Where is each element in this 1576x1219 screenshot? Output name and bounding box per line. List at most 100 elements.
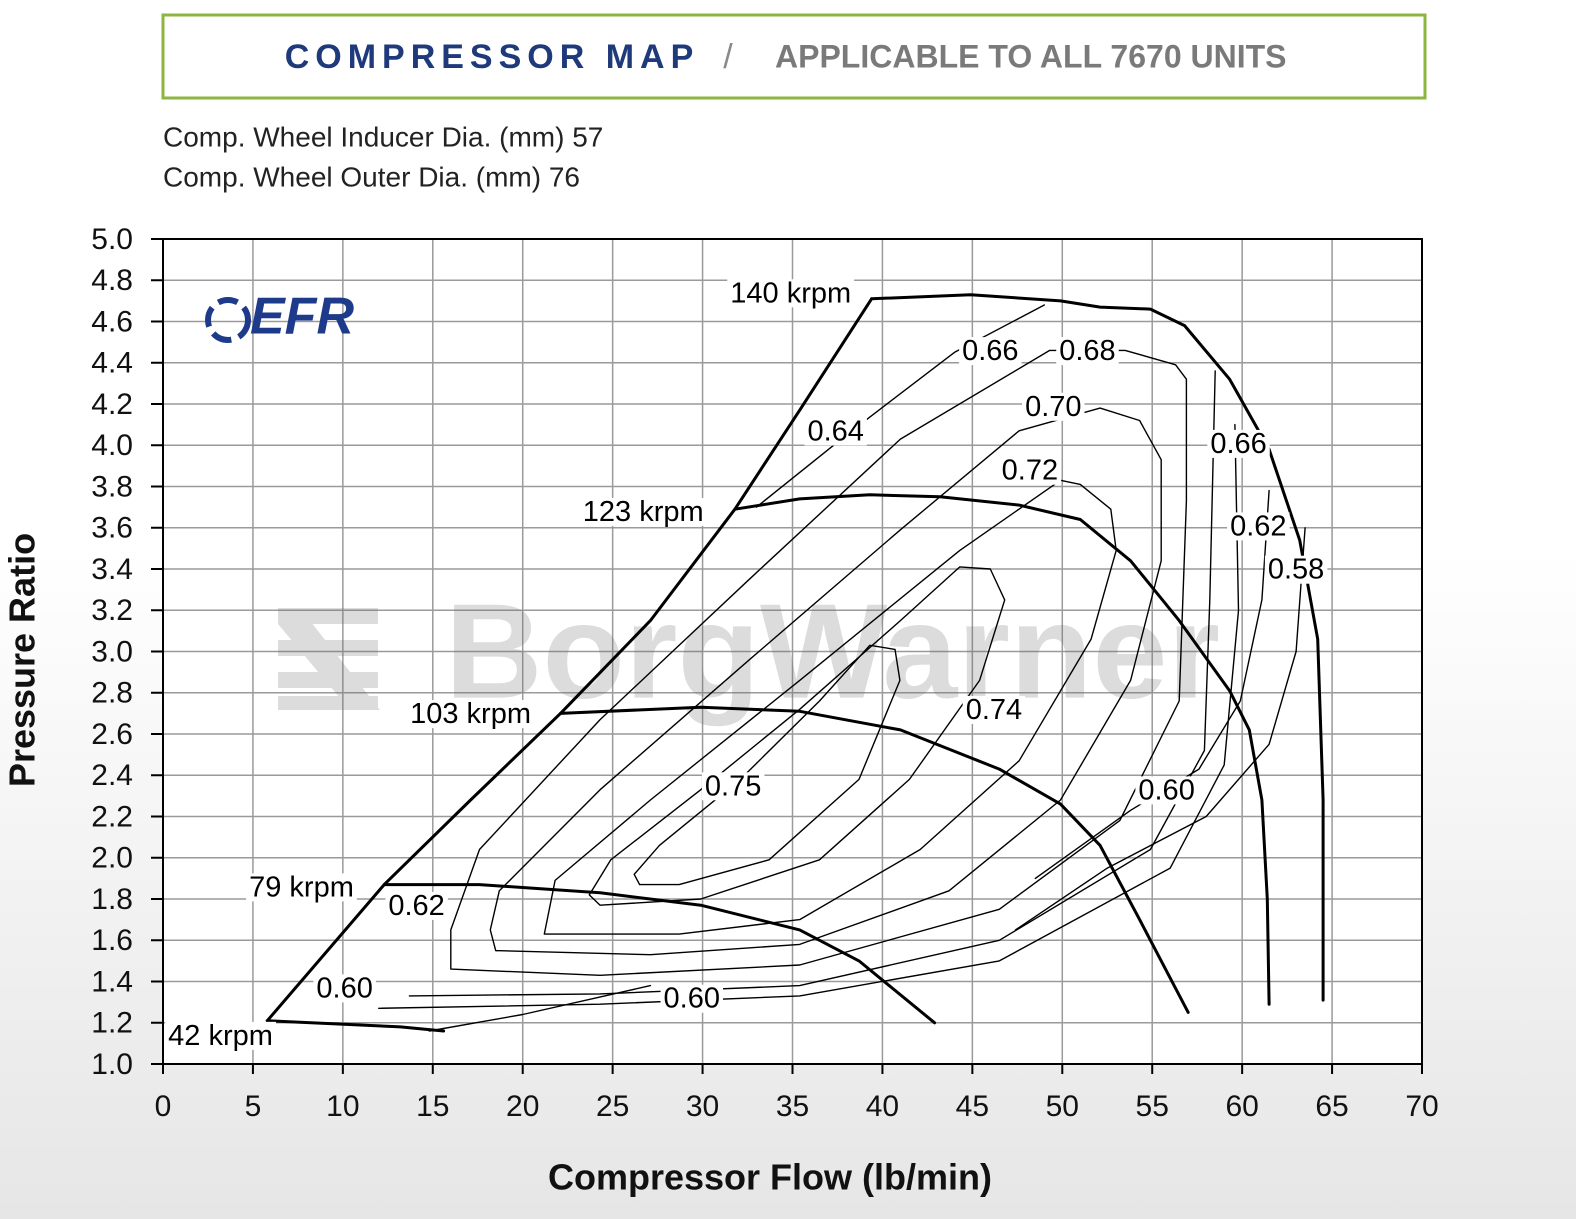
x-tick-label: 30 [686,1090,719,1123]
annotation-label: 0.68 [1059,335,1115,367]
annotation: 0.66 [959,335,1022,367]
map-line [870,293,1325,1002]
annotation-label: 123 krpm [583,496,704,528]
annotation-label: 0.74 [966,694,1022,726]
y-tick-label: 2.8 [91,677,133,710]
annotation-background [804,417,867,446]
map-line [408,304,1216,997]
annotation-label: 0.64 [807,416,863,448]
x-tick-label: 40 [866,1090,899,1123]
x-tick-label: 45 [956,1090,989,1123]
map-line [378,423,1240,1009]
y-tick-label: 1.0 [91,1048,133,1081]
x-tick-label: 20 [506,1090,539,1123]
watermark: BorgWarner [445,576,1220,727]
annotation-background [660,984,724,1013]
annotation-background [165,1021,276,1050]
annotation: 0.68 [1056,335,1119,367]
x-tick-label: 5 [245,1090,262,1123]
logo-swirl [205,297,251,343]
y-tick-label: 2.0 [91,842,133,875]
annotation: 0.60 [660,983,724,1015]
map-line [265,1019,446,1033]
annotation-background [407,700,535,729]
annotation-label: 0.72 [1002,455,1058,487]
map-line [733,493,1271,1006]
x-tick-label: 25 [596,1090,629,1123]
y-tick-label: 4.4 [91,347,133,380]
efr-logo: EFR [205,288,354,346]
annotation: 0.74 [962,694,1026,726]
annotation: 0.62 [385,890,448,922]
y-tick-label: 4.6 [91,305,133,338]
annotation: 140 krpm [727,277,855,309]
logo-text: EFR [250,288,354,346]
annotation-label: 0.66 [1210,428,1266,460]
annotation-label: 0.62 [1230,510,1286,542]
annotation: 42 krpm [165,1020,276,1052]
lines [265,293,1325,1033]
y-tick-label: 1.2 [91,1007,133,1040]
header-subtitle: APPLICABLE TO ALL 7670 UNITS [775,38,1287,74]
annotation: 0.58 [1264,554,1328,586]
x-tick-label: 70 [1405,1090,1438,1123]
annotation: 123 krpm [579,496,707,528]
annotation: 0.70 [1022,391,1085,423]
annotation-label: 0.70 [1025,391,1081,423]
annotation-background [1227,512,1290,541]
map-line [489,407,1162,956]
annotation-label: 0.60 [316,972,372,1004]
map-line [543,479,1117,935]
annotation-label: 0.62 [388,890,444,922]
annotation-background [385,891,448,920]
map-line [428,984,652,1032]
annotation-label: 0.60 [1138,774,1194,806]
y-tick-label: 2.4 [91,759,133,792]
watermark-group: BorgWarner [278,576,1220,727]
y-tick-label: 3.2 [91,594,133,627]
annotation-label: 140 krpm [730,277,851,309]
y-tick-label: 2.6 [91,718,133,751]
annotation-background [962,695,1026,724]
x-axis-title: Compressor Flow (lb/min) [548,1157,992,1198]
y-tick-label: 2.2 [91,800,133,833]
x-tick-label: 15 [416,1090,449,1123]
x-tick-label: 0 [155,1090,172,1123]
x-tick-label: 10 [326,1090,359,1123]
annotation: 0.62 [1227,510,1290,542]
x-tick-label: 60 [1225,1090,1258,1123]
annotation-label: 42 krpm [168,1020,273,1052]
annotation-background [1135,776,1198,805]
map-line [450,349,1188,976]
header-box [161,13,1427,100]
annotation: 79 krpm [246,871,357,903]
map-line [559,705,1190,1014]
map-line [1295,527,1306,653]
map-line [265,297,874,1023]
annotation: 0.60 [1135,774,1198,806]
annotation-background [998,456,1062,485]
annotation-background [1056,337,1119,366]
map-line [1034,489,1270,880]
x-tick-label: 50 [1046,1090,1079,1123]
annotation: 0.60 [313,972,376,1004]
map-line [633,644,901,886]
y-tick-label: 3.4 [91,553,133,586]
annotation: 0.75 [701,770,765,802]
annotation-label: 103 krpm [410,698,531,730]
map-line [1014,650,1297,931]
y-tick-label: 4.8 [91,264,133,297]
annotation: 103 krpm [407,698,535,730]
y-tick-label: 1.6 [91,924,133,957]
annotation: 0.72 [998,455,1062,487]
annotation-background [579,497,707,526]
y-tick-label: 3.0 [91,635,133,668]
annotation-background [313,974,376,1003]
spec-line: Comp. Wheel Outer Dia. (mm) 76 [163,161,580,192]
x-tick-label: 55 [1136,1090,1169,1123]
annotation-background [1264,555,1328,584]
annotation-label: 0.58 [1268,554,1324,586]
spec-line: Comp. Wheel Inducer Dia. (mm) 57 [163,121,603,152]
